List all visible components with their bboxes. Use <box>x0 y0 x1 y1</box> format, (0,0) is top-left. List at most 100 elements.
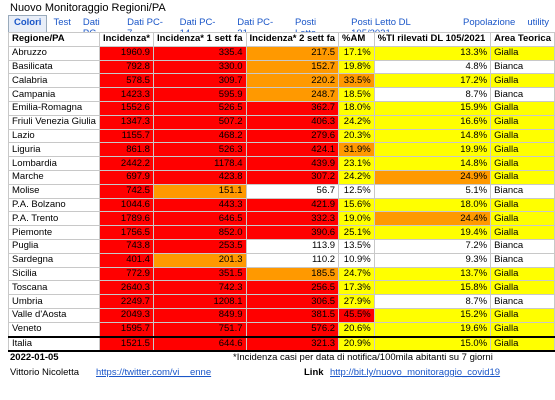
region-cell: Umbria <box>8 294 100 309</box>
report-link[interactable]: http://bit.ly/nuovo_monitoraggio_covid19 <box>330 367 501 378</box>
sheet-tab[interactable]: Test <box>53 17 71 28</box>
value-cell: 2640.3 <box>98 280 154 296</box>
value-cell: 1178.4 <box>152 156 247 171</box>
region-cell: Lazio <box>8 128 100 144</box>
value-cell: 751.7 <box>152 321 247 338</box>
value-cell: 201.3 <box>152 252 247 268</box>
value-cell: 113.9 <box>245 238 340 254</box>
value-cell: 406.3 <box>245 114 340 130</box>
value-cell: 578.5 <box>98 73 154 89</box>
table-row: Liguria 861.8 526.3 424.1 31.9% 19.9% Gialla <box>8 142 555 158</box>
value-cell: 306.5 <box>245 294 340 309</box>
sheet-tab[interactable]: Popolazione <box>463 17 516 28</box>
value-cell: 576.2 <box>245 321 340 338</box>
link-label: Link <box>304 367 324 378</box>
value-cell: 17.3% <box>338 280 375 296</box>
column-header: Regione/PA <box>8 32 100 47</box>
value-cell: 595.9 <box>152 87 247 102</box>
value-cell: Gialla <box>490 197 555 213</box>
value-cell: 5.1% <box>373 183 492 199</box>
value-cell: 742.5 <box>98 183 154 199</box>
value-cell: 13.5% <box>338 238 375 254</box>
region-cell: Liguria <box>8 142 100 158</box>
value-cell: 19.0% <box>338 211 375 227</box>
value-cell: Gialla <box>490 266 555 282</box>
value-cell: 8.7% <box>373 294 492 309</box>
value-cell: 17.2% <box>373 73 492 89</box>
value-cell: Bianca <box>490 183 555 199</box>
table-row: Friuli Venezia Giulia 1347.3 507.2 406.3 24.… <box>8 114 555 130</box>
value-cell: 19.9% <box>373 142 492 158</box>
value-cell: 220.2 <box>245 73 340 89</box>
value-cell: 423.8 <box>152 169 247 185</box>
value-cell: 332.3 <box>245 211 340 227</box>
region-cell: Italia <box>8 335 100 353</box>
region-cell: Abruzzo <box>8 45 100 61</box>
region-cell: Toscana <box>8 280 100 296</box>
table-row: Italia 1521.5 644.6 321.3 20.9% 15.0% Gialla <box>8 335 555 353</box>
region-cell: Calabria <box>8 73 100 89</box>
value-cell: 424.1 <box>245 142 340 158</box>
value-cell: 20.9% <box>338 335 375 353</box>
value-cell: 743.8 <box>98 238 154 254</box>
value-cell: 185.5 <box>245 266 340 282</box>
value-cell: 1044.6 <box>98 197 154 213</box>
value-cell: 25.1% <box>338 225 375 240</box>
value-cell: 20.3% <box>338 128 375 144</box>
value-cell: Gialla <box>490 128 555 144</box>
value-cell: 10.9% <box>338 252 375 268</box>
value-cell: 15.9% <box>373 100 492 116</box>
value-cell: Gialla <box>490 335 555 353</box>
value-cell: 24.2% <box>338 169 375 185</box>
value-cell: 362.7 <box>245 100 340 116</box>
value-cell: 1595.7 <box>98 321 154 338</box>
value-cell: 19.8% <box>338 59 375 75</box>
table-row: Lazio 1155.7 468.2 279.6 20.3% 14.8% Gialla <box>8 128 555 144</box>
region-cell: Sardegna <box>8 252 100 268</box>
twitter-link[interactable]: https://twitter.com/vi__enne <box>96 367 212 378</box>
value-cell: 14.8% <box>373 156 492 171</box>
region-cell: Basilicata <box>8 59 100 75</box>
value-cell: 335.4 <box>152 45 247 61</box>
header-row: Regione/PA Incidenza* Incidenza* 1 sett fa… <box>8 32 555 47</box>
value-cell: 13.7% <box>373 266 492 282</box>
table-row: Sicilia 772.9 351.5 185.5 24.7% 13.7% Gialla <box>8 266 555 282</box>
table-row: Basilicata 792.8 330.0 152.7 19.8% 4.8% Bianca <box>8 59 555 75</box>
value-cell: 1552.6 <box>98 100 154 116</box>
value-cell: 248.7 <box>245 87 340 102</box>
table-row: Molise 742.5 151.1 56.7 12.5% 5.1% Bianca <box>8 183 555 199</box>
table-row: Campania 1423.3 595.9 248.7 18.5% 8.7% Bianca <box>8 87 555 102</box>
value-cell: Bianca <box>490 59 555 75</box>
value-cell: 152.7 <box>245 59 340 75</box>
value-cell: 18.0% <box>338 100 375 116</box>
table-row: Valle d'Aosta 2049.3 849.9 381.5 45.5% 15.2% G… <box>8 307 555 323</box>
value-cell: 1155.7 <box>98 128 154 144</box>
value-cell: 23.1% <box>338 156 375 171</box>
column-header: %AM <box>338 32 375 47</box>
region-cell: Friuli Venezia Giulia <box>8 114 100 130</box>
region-cell: Molise <box>8 183 100 199</box>
value-cell: 151.1 <box>152 183 247 199</box>
table-row: Emilia-Romagna 1552.6 526.5 362.7 18.0% 15.9%… <box>8 100 555 116</box>
value-cell: Bianca <box>490 294 555 309</box>
table-row: Calabria 578.5 309.7 220.2 33.5% 17.2% Gialla <box>8 73 555 89</box>
value-cell: Gialla <box>490 307 555 323</box>
value-cell: 792.8 <box>98 59 154 75</box>
region-cell: Marche <box>8 169 100 185</box>
value-cell: 2049.3 <box>98 307 154 323</box>
value-cell: 381.5 <box>245 307 340 323</box>
value-cell: 15.2% <box>373 307 492 323</box>
value-cell: 849.9 <box>152 307 247 323</box>
table-row: Puglia 743.8 253.5 113.9 13.5% 7.2% Bianca <box>8 238 555 254</box>
value-cell: 15.0% <box>373 335 492 353</box>
data-table: Regione/PA Incidenza* Incidenza* 1 sett fa… <box>8 32 555 353</box>
value-cell: Bianca <box>490 87 555 102</box>
table-row: Lombardia 2442.2 1178.4 439.9 23.1% 14.8% Gial… <box>8 156 555 171</box>
value-cell: Bianca <box>490 238 555 254</box>
sheet-tab[interactable]: utility <box>527 17 549 28</box>
table-row: P.A. Trento 1789.6 646.5 332.3 19.0% 24.4% Gia… <box>8 211 555 227</box>
value-cell: 27.9% <box>338 294 375 309</box>
table-row: Toscana 2640.3 742.3 256.5 17.3% 15.8% Gialla <box>8 280 555 296</box>
value-cell: 33.5% <box>338 73 375 89</box>
value-cell: 20.6% <box>338 321 375 338</box>
